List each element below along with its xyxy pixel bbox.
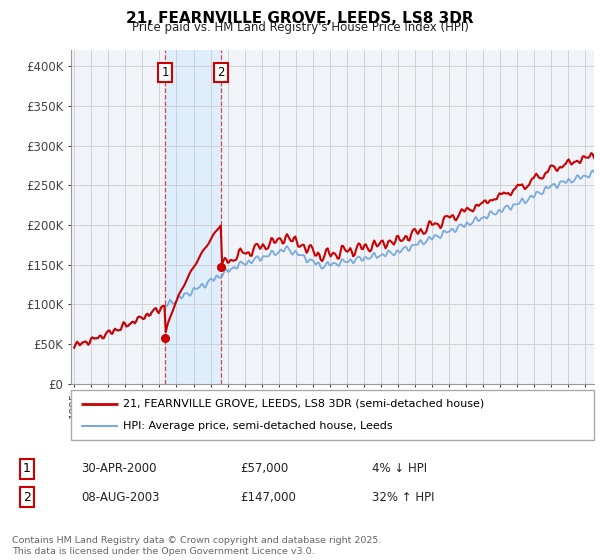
Text: Price paid vs. HM Land Registry's House Price Index (HPI): Price paid vs. HM Land Registry's House …	[131, 21, 469, 34]
Text: 2: 2	[217, 66, 225, 80]
Text: £147,000: £147,000	[240, 491, 296, 504]
Text: 1: 1	[23, 462, 31, 475]
Text: 21, FEARNVILLE GROVE, LEEDS, LS8 3DR: 21, FEARNVILLE GROVE, LEEDS, LS8 3DR	[126, 11, 474, 26]
Text: 2: 2	[23, 491, 31, 504]
Bar	[165, 50, 221, 384]
Text: 4% ↓ HPI: 4% ↓ HPI	[372, 462, 427, 475]
Text: £57,000: £57,000	[240, 462, 288, 475]
Text: Contains HM Land Registry data © Crown copyright and database right 2025.
This d: Contains HM Land Registry data © Crown c…	[12, 536, 382, 556]
Text: HPI: Average price, semi-detached house, Leeds: HPI: Average price, semi-detached house,…	[123, 421, 393, 431]
Text: 30-APR-2000: 30-APR-2000	[81, 462, 157, 475]
Text: 1: 1	[161, 66, 169, 80]
Text: 08-AUG-2003: 08-AUG-2003	[81, 491, 160, 504]
Text: 21, FEARNVILLE GROVE, LEEDS, LS8 3DR (semi-detached house): 21, FEARNVILLE GROVE, LEEDS, LS8 3DR (se…	[123, 399, 484, 409]
Text: 32% ↑ HPI: 32% ↑ HPI	[372, 491, 434, 504]
